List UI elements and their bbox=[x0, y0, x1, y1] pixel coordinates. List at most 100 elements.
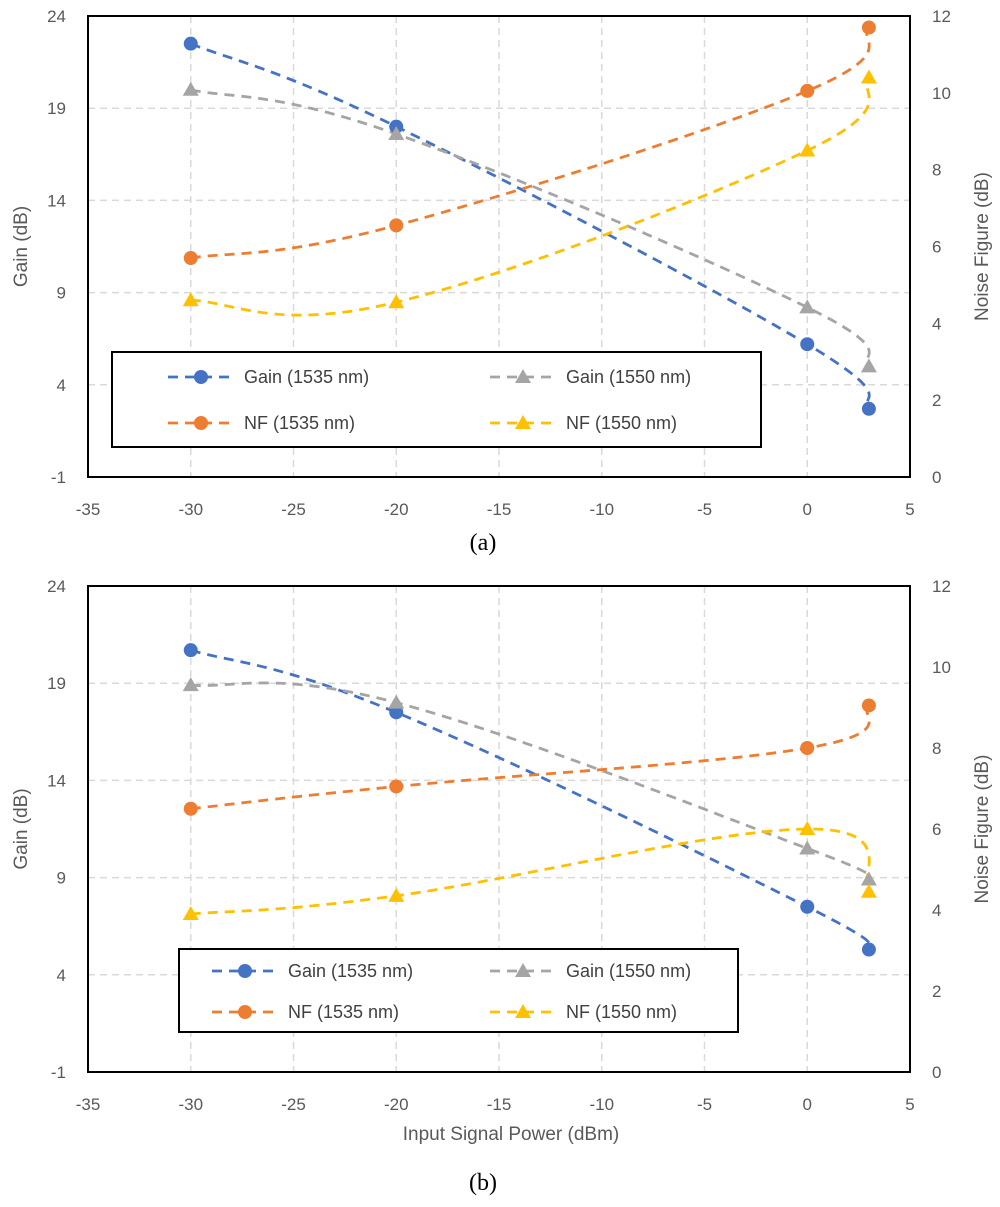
data-point bbox=[799, 840, 816, 855]
data-point bbox=[861, 942, 876, 957]
y-axis-title: Gain (dB) bbox=[11, 206, 32, 287]
y-tick-label: -1 bbox=[51, 468, 66, 487]
y2-tick-label: 6 bbox=[932, 238, 941, 257]
data-point bbox=[860, 883, 877, 898]
legend-label: NF (1535 nm) bbox=[244, 413, 355, 433]
panel-caption: (b) bbox=[469, 1170, 497, 1196]
legend-swatch-marker bbox=[194, 416, 208, 430]
data-point bbox=[799, 142, 816, 157]
y2-axis-title: Noise Figure (dB) bbox=[972, 172, 993, 321]
x-tick-label: -15 bbox=[487, 500, 512, 519]
data-point bbox=[389, 218, 404, 233]
data-point bbox=[389, 779, 404, 794]
data-point bbox=[182, 81, 199, 96]
x-tick-label: 0 bbox=[803, 1095, 812, 1114]
data-point bbox=[182, 677, 199, 692]
y2-tick-label: 4 bbox=[932, 314, 941, 333]
data-point bbox=[799, 821, 816, 835]
data-point bbox=[799, 299, 816, 314]
x-tick-label: 5 bbox=[905, 1095, 914, 1114]
data-point bbox=[389, 705, 404, 720]
data-point bbox=[860, 358, 877, 373]
plot-frame bbox=[87, 15, 911, 478]
data-point bbox=[800, 83, 815, 98]
y-tick-label: 24 bbox=[47, 7, 66, 26]
x-tick-label: -25 bbox=[281, 500, 306, 519]
y2-tick-label: 2 bbox=[932, 982, 941, 1001]
x-axis-title: Input Signal Power (dBm) bbox=[403, 1124, 620, 1145]
x-tick-label: -5 bbox=[697, 500, 712, 519]
data-point bbox=[388, 126, 405, 141]
x-tick-label: -25 bbox=[281, 1095, 306, 1114]
y2-tick-label: 8 bbox=[932, 161, 941, 180]
y-tick-label: 19 bbox=[47, 99, 66, 118]
legend: Gain (1535 nm) Gain (1550 nm) NF (1535 nm)… bbox=[111, 351, 762, 448]
series-line bbox=[190, 827, 871, 916]
y2-tick-label: 4 bbox=[932, 901, 941, 920]
y2-tick-label: 0 bbox=[932, 468, 941, 487]
legend-box bbox=[111, 351, 762, 448]
legend-label: Gain (1550 nm) bbox=[566, 961, 691, 981]
y2-axis-title: Noise Figure (dB) bbox=[972, 755, 993, 904]
y-tick-label: 19 bbox=[47, 674, 66, 693]
legend-label: NF (1550 nm) bbox=[566, 413, 677, 433]
legend-label: Gain (1535 nm) bbox=[288, 961, 413, 981]
data-point bbox=[388, 694, 405, 709]
y2-tick-label: 6 bbox=[932, 820, 941, 839]
legend: Gain (1535 nm) Gain (1550 nm) NF (1535 nm)… bbox=[178, 948, 739, 1033]
y2-tick-label: 8 bbox=[932, 739, 941, 758]
series-line bbox=[190, 704, 871, 811]
x-tick-label: -30 bbox=[178, 500, 203, 519]
legend-label: NF (1535 nm) bbox=[288, 1002, 399, 1022]
y2-tick-label: 12 bbox=[932, 7, 951, 26]
series-line bbox=[190, 26, 871, 260]
x-tick-label: -10 bbox=[589, 500, 614, 519]
y-tick-label: 9 bbox=[57, 284, 66, 303]
y2-tick-label: 2 bbox=[932, 391, 941, 410]
data-point bbox=[861, 698, 876, 713]
y-axis-title: Gain (dB) bbox=[11, 788, 32, 869]
data-point bbox=[183, 643, 198, 658]
series-line bbox=[190, 681, 871, 881]
x-tick-label: -30 bbox=[178, 1095, 203, 1114]
y-tick-label: 24 bbox=[47, 577, 66, 596]
y2-tick-label: 10 bbox=[932, 84, 951, 103]
legend-swatch-marker bbox=[515, 1004, 531, 1018]
data-point bbox=[860, 871, 877, 886]
legend-label: NF (1550 nm) bbox=[566, 1002, 677, 1022]
data-point bbox=[861, 20, 876, 35]
data-point bbox=[861, 401, 876, 416]
data-point bbox=[860, 69, 877, 84]
legend-swatch-marker bbox=[515, 963, 531, 977]
x-tick-label: -5 bbox=[697, 1095, 712, 1114]
y-tick-label: -1 bbox=[51, 1063, 66, 1082]
y-tick-label: 4 bbox=[57, 966, 66, 985]
series-line bbox=[190, 42, 871, 410]
x-tick-label: 5 bbox=[905, 500, 914, 519]
data-point bbox=[800, 741, 815, 755]
y-tick-label: 4 bbox=[57, 376, 66, 395]
x-tick-label: -35 bbox=[76, 1095, 101, 1114]
data-point bbox=[183, 36, 198, 51]
legend-swatch-marker bbox=[515, 369, 531, 383]
y2-tick-label: 0 bbox=[932, 1063, 941, 1082]
data-point bbox=[800, 899, 815, 914]
series-line bbox=[190, 88, 871, 368]
data-point bbox=[388, 294, 405, 309]
panel-caption: (a) bbox=[470, 530, 497, 556]
x-tick-label: -20 bbox=[384, 500, 409, 519]
data-point bbox=[182, 292, 199, 307]
y2-tick-label: 12 bbox=[932, 577, 951, 596]
chart-b: -35 -30 -25 -20 -15 -10 -5 0 5-14914192402468101… bbox=[11, 577, 993, 1196]
y-tick-label: 14 bbox=[47, 771, 66, 790]
series-line bbox=[190, 76, 871, 317]
data-point bbox=[800, 337, 815, 352]
gridlines bbox=[88, 16, 910, 477]
legend-swatch-marker bbox=[238, 1005, 252, 1019]
x-tick-label: 0 bbox=[803, 500, 812, 519]
series-line bbox=[190, 648, 871, 951]
plot-frame bbox=[87, 585, 911, 1073]
data-point bbox=[183, 251, 198, 266]
data-point bbox=[182, 906, 199, 921]
